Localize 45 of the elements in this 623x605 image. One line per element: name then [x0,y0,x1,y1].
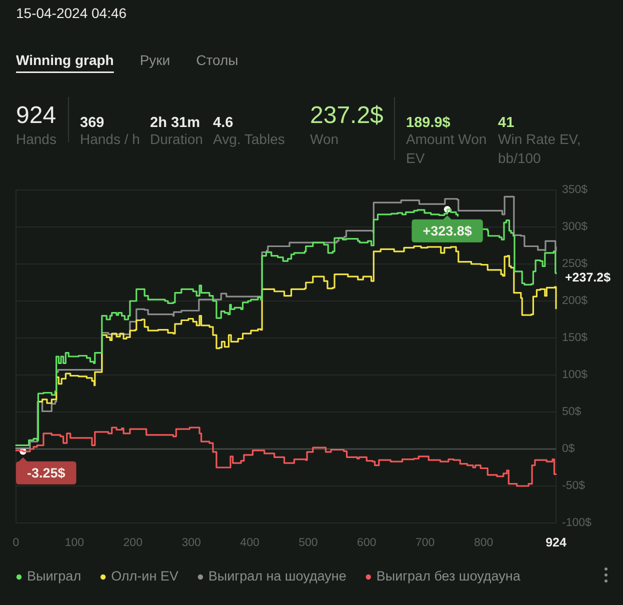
y-tick-label: 350$ [562,184,588,196]
x-tick-label: 300 [182,537,201,550]
text: 41 [498,115,514,131]
legend-label: Олл-ин EV [111,568,178,584]
annotation: +237.2$ [565,270,611,284]
x-tick-label: 924 [546,535,566,550]
text: Amount Won EV [406,131,487,166]
text: Win Rate EV, bb/100 [498,131,581,166]
legend-label: Выиграл [27,568,82,584]
y-tick-label: -100$ [562,517,592,530]
chart-title: 15-04-2024 04:46 [16,5,127,21]
text: Won [310,131,339,147]
x-tick-label: 600 [357,537,376,550]
legend-label: Выиграл на шоудауне [208,568,346,584]
legend-label: Выиграл без шоудауна [376,568,521,584]
y-tick-label: 50$ [562,406,582,418]
y-tick-label: -50$ [562,480,586,492]
x-tick-label: 0 [12,537,20,550]
y-tick-label: 100$ [562,369,588,382]
text: 924 [16,102,56,129]
x-tick-label: 400 [240,537,260,550]
x-tick-label: 200 [123,537,142,550]
x-tick-label: 500 [298,537,318,550]
annotation: -3.25$ [27,465,66,480]
y-tick-label: 200$ [562,295,588,308]
text: Hands [16,131,56,147]
text: Руки [140,52,170,68]
text: Hands / h [80,131,140,147]
text: 369 [80,115,104,131]
text: Столы [196,52,238,68]
annotation: +323.8$ [422,223,472,238]
text: 237.2$ [310,102,384,129]
text: 4.6 [213,115,234,131]
x-tick-label: 100 [64,537,84,550]
text: 2h 31m [150,115,200,131]
x-tick-label: 700 [415,537,435,550]
y-tick-label: 300$ [562,221,588,234]
y-tick-label: 250$ [562,258,588,270]
text: Duration [150,131,203,147]
text: 189.9$ [406,115,450,131]
y-tick-label: 0$ [562,443,576,456]
text: Avg. Tables [213,131,285,147]
x-tick-label: 800 [474,537,494,550]
y-tick-label: 150$ [562,332,588,344]
text: Winning graph [16,52,114,68]
